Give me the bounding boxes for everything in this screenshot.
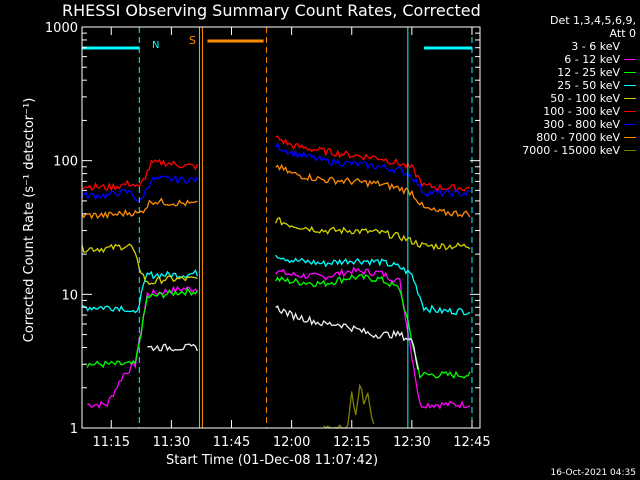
legend-entry: 300 - 800 keV xyxy=(478,118,636,131)
saa-marker-label: S xyxy=(189,34,196,47)
legend-swatch xyxy=(624,46,636,47)
x-tick-label: 11:45 xyxy=(213,435,250,450)
chart-title: RHESSI Observing Summary Count Rates, Co… xyxy=(62,1,481,20)
legend-swatch xyxy=(624,59,636,60)
legend-swatch xyxy=(624,72,636,73)
legend-entry: 7000 - 15000 keV xyxy=(478,144,636,157)
plot-frame xyxy=(81,26,481,429)
legend-label: 25 - 50 keV xyxy=(557,79,620,92)
legend-entry: 25 - 50 keV xyxy=(478,79,636,92)
legend: Det 1,3,4,5,6,9, Att 0 3 - 6 keV 6 - 12 k… xyxy=(478,14,636,157)
legend-entry: 50 - 100 keV xyxy=(478,92,636,105)
legend-entry: 3 - 6 keV xyxy=(478,40,636,53)
plot-area xyxy=(82,27,480,428)
x-tick-label: 12:15 xyxy=(333,435,370,450)
legend-swatch xyxy=(624,150,636,151)
legend-label: 3 - 6 keV xyxy=(571,40,620,53)
x-tick-label: 12:00 xyxy=(273,435,310,450)
legend-swatch xyxy=(624,98,636,99)
legend-label: 800 - 7000 keV xyxy=(536,131,620,144)
legend-entries: 3 - 6 keV 6 - 12 keV 12 - 25 keV 25 - 50 ke… xyxy=(478,40,636,157)
x-tick-label: 12:30 xyxy=(393,435,430,450)
axes-layer: 11:15 11:30 11:45 12:00 12:15 12:30 12:45 1 10 10… xyxy=(45,21,491,450)
series-line xyxy=(147,305,419,370)
x-tick-label: 12:45 xyxy=(453,435,490,450)
y-tick-label: 1 xyxy=(70,422,78,437)
x-tick-label: 11:15 xyxy=(93,435,130,450)
legend-label: 7000 - 15000 keV xyxy=(522,144,620,157)
y-tick-label: 1000 xyxy=(45,21,78,36)
legend-swatch xyxy=(624,111,636,112)
legend-label: 6 - 12 keV xyxy=(564,53,620,66)
legend-header-detectors: Det 1,3,4,5,6,9, xyxy=(549,14,636,27)
y-tick-label: 10 xyxy=(61,288,78,303)
annotation-layer xyxy=(82,27,473,428)
x-axis-label: Start Time (01-Dec-08 11:07:42) xyxy=(166,453,379,468)
legend-label: 12 - 25 keV xyxy=(557,66,620,79)
legend-entry: 12 - 25 keV xyxy=(478,66,636,79)
x-tick-label: 11:30 xyxy=(153,435,190,450)
series-9 xyxy=(147,305,419,370)
legend-label: 50 - 100 keV xyxy=(550,92,620,105)
legend-label: 300 - 800 keV xyxy=(543,118,620,131)
night-marker-label: N xyxy=(152,40,160,51)
legend-entry: 800 - 7000 keV xyxy=(478,131,636,144)
series-2 xyxy=(86,274,471,380)
timestamp: 16-Oct-2021 04:35 xyxy=(550,468,636,478)
legend-swatch xyxy=(624,85,636,86)
y-tick-label: 100 xyxy=(53,155,78,170)
legend-swatch xyxy=(624,124,636,125)
series-5 xyxy=(81,135,471,193)
legend-entry: 6 - 12 keV xyxy=(478,53,636,66)
y-axis-label: Corrected Count Rate (s⁻¹ detector⁻¹) xyxy=(22,97,37,343)
legend-label: 100 - 300 keV xyxy=(543,105,620,118)
legend-header-attenuator: Att 0 xyxy=(609,27,636,40)
series-line xyxy=(81,135,471,193)
legend-swatch xyxy=(624,137,636,138)
series-line xyxy=(86,274,471,380)
legend-entry: 100 - 300 keV xyxy=(478,105,636,118)
